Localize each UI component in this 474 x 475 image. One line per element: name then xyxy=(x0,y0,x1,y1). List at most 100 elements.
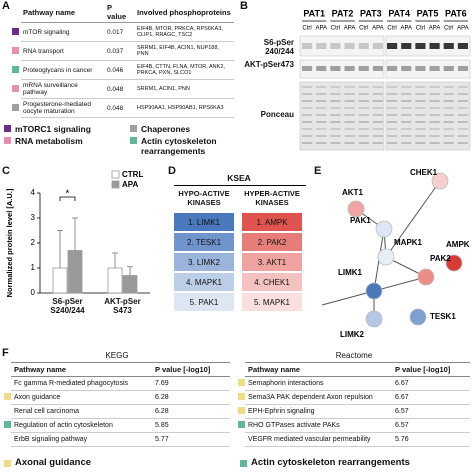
ponceau-band xyxy=(316,86,327,88)
condition-label: Ctrl xyxy=(359,26,368,32)
condition-label: Ctrl xyxy=(444,26,453,32)
ponceau-band xyxy=(344,142,355,144)
ponceau-band xyxy=(344,93,355,95)
kinase-box: 4. CHEK1 xyxy=(242,273,302,291)
ponceau-band xyxy=(457,114,468,116)
ponceau-band xyxy=(358,107,369,109)
header-row: Pathway name P value [-log10] xyxy=(238,362,470,377)
bar xyxy=(122,275,138,294)
pathway-name: ErbB signaling pathway xyxy=(11,432,152,447)
panel-label: F xyxy=(2,347,9,359)
pathway-table-block: Reactome Pathway name P value [-log10] Sema… xyxy=(238,351,470,447)
node-label: LIMK1 xyxy=(338,268,363,277)
node-label: CHEK1 xyxy=(410,168,438,177)
category-swatch xyxy=(238,421,245,428)
legend-item: mTORC1 signaling xyxy=(4,124,122,134)
ponceau-band xyxy=(330,142,341,144)
pathway-name: Regulation of actin cytoskeleton xyxy=(11,418,152,433)
legend-label: APA xyxy=(122,180,139,189)
node-label: MAPK1 xyxy=(394,238,423,247)
patient-label: PAT3 xyxy=(360,8,382,18)
legend-swatch xyxy=(4,459,11,467)
ponceau-band xyxy=(443,128,454,130)
ponceau-band xyxy=(358,121,369,123)
category-swatch xyxy=(12,27,19,35)
ponceau-band xyxy=(415,142,426,144)
ponceau-band xyxy=(415,93,426,95)
table-row: Regulation of actin cytoskeleton 5.85 xyxy=(4,418,230,433)
header-cell: P value xyxy=(105,2,135,23)
panel-c: C Normalized protein level [A.U.] 0 1 2 3 4 * CT… xyxy=(0,163,166,345)
table-title: KEGG xyxy=(105,351,129,360)
patient-label: PAT5 xyxy=(417,8,439,18)
ponceau-band xyxy=(415,86,426,88)
band xyxy=(401,66,412,71)
color-cell xyxy=(238,419,245,433)
ponceau-band xyxy=(443,121,454,123)
ponceau-band xyxy=(372,121,383,123)
kinase-box: 2. TESK1 xyxy=(174,233,234,251)
ponceau-band xyxy=(316,114,327,116)
ponceau-band xyxy=(401,114,412,116)
ponceau-band xyxy=(429,114,440,116)
panel-e: E CHEK1 AKT1 PAK1 MAPK1 AMPK LIMK1 PAK2 LIMK2 TES… xyxy=(312,163,474,345)
network-node xyxy=(417,268,435,286)
pathway-table-wrap: Pathway name P value Involved phosphoprote… xyxy=(12,2,234,118)
legend-swatch xyxy=(111,170,120,179)
network-node xyxy=(347,200,365,218)
kinase-network: CHEK1 AKT1 PAK1 MAPK1 AMPK LIMK1 PAK2 LIMK2 TESK… xyxy=(321,168,470,339)
blot-membrane xyxy=(299,59,385,79)
ponceau-band xyxy=(316,93,327,95)
kinase-box: 1. LIMK1 xyxy=(174,213,234,231)
ponceau-band xyxy=(316,142,327,144)
pathway-name: EPH-Ephrin signaling xyxy=(245,404,392,419)
pathway-name: mRNA surveillance pathway xyxy=(21,79,105,99)
table-row: ErbB signaling pathway 5.77 xyxy=(4,432,230,447)
ponceau-band xyxy=(302,128,313,130)
legend-item: Actin cytoskeleton rearrangements xyxy=(240,457,410,468)
ponceau-band xyxy=(330,121,341,123)
band xyxy=(316,43,327,49)
kinase-box: 1. AMPK xyxy=(242,213,302,231)
ponceau-band xyxy=(429,107,440,109)
condition-label: Ctrl xyxy=(416,26,425,32)
legend-label: mTORC1 signaling xyxy=(15,124,91,134)
table-title: Reactome xyxy=(335,351,373,360)
pathway-name: VEGFR mediated vascular permeability xyxy=(245,432,392,447)
pathway-table: Pathway name P value [-log10] Semaphorin i… xyxy=(238,362,470,447)
color-cell xyxy=(12,61,21,80)
color-cell xyxy=(238,405,245,419)
ponceau-band xyxy=(401,121,412,123)
p-value: 6.57 xyxy=(392,404,470,419)
pathway-table: Pathway name P value Involved phosphoprote… xyxy=(12,2,234,118)
y-tick-label: 4 xyxy=(31,188,36,197)
pathway-name: Fc gamma R-mediated phagocytosis xyxy=(11,376,152,391)
ponceau-band xyxy=(372,128,383,130)
panel-d: D KSEA HYPO-ACTIVE KINASES 1. LIMK1 2. TESK1… xyxy=(168,163,310,345)
significance-bracket xyxy=(59,196,76,201)
header-cell: Pathway name xyxy=(245,362,392,377)
color-cell xyxy=(4,377,11,391)
condition-label: APA xyxy=(457,26,469,32)
band xyxy=(443,66,454,71)
legend-item: Actin cytoskeleton rearrangements xyxy=(130,136,234,156)
ponceau-band xyxy=(415,121,426,123)
color-cell xyxy=(12,42,21,61)
ponceau-band xyxy=(415,100,426,102)
header-cell: P value [-log10] xyxy=(152,362,230,377)
ponceau-band xyxy=(387,121,398,123)
color-cell xyxy=(4,433,11,447)
p-value: 7.69 xyxy=(152,376,230,391)
color-cell xyxy=(4,419,11,433)
patient-label: PAT6 xyxy=(445,8,467,18)
ponceau-band xyxy=(316,100,327,102)
band xyxy=(330,66,341,71)
category-swatch xyxy=(4,393,11,400)
p-value: 0.048 xyxy=(105,98,135,118)
proteins: HSP90AA1, HSP90AB1, RPS6KA3 xyxy=(135,98,234,118)
category-swatch xyxy=(4,421,11,428)
pathway-name: Axon guidance xyxy=(11,390,152,405)
legend-item: Chaperones xyxy=(130,124,234,134)
color-cell xyxy=(238,391,245,405)
